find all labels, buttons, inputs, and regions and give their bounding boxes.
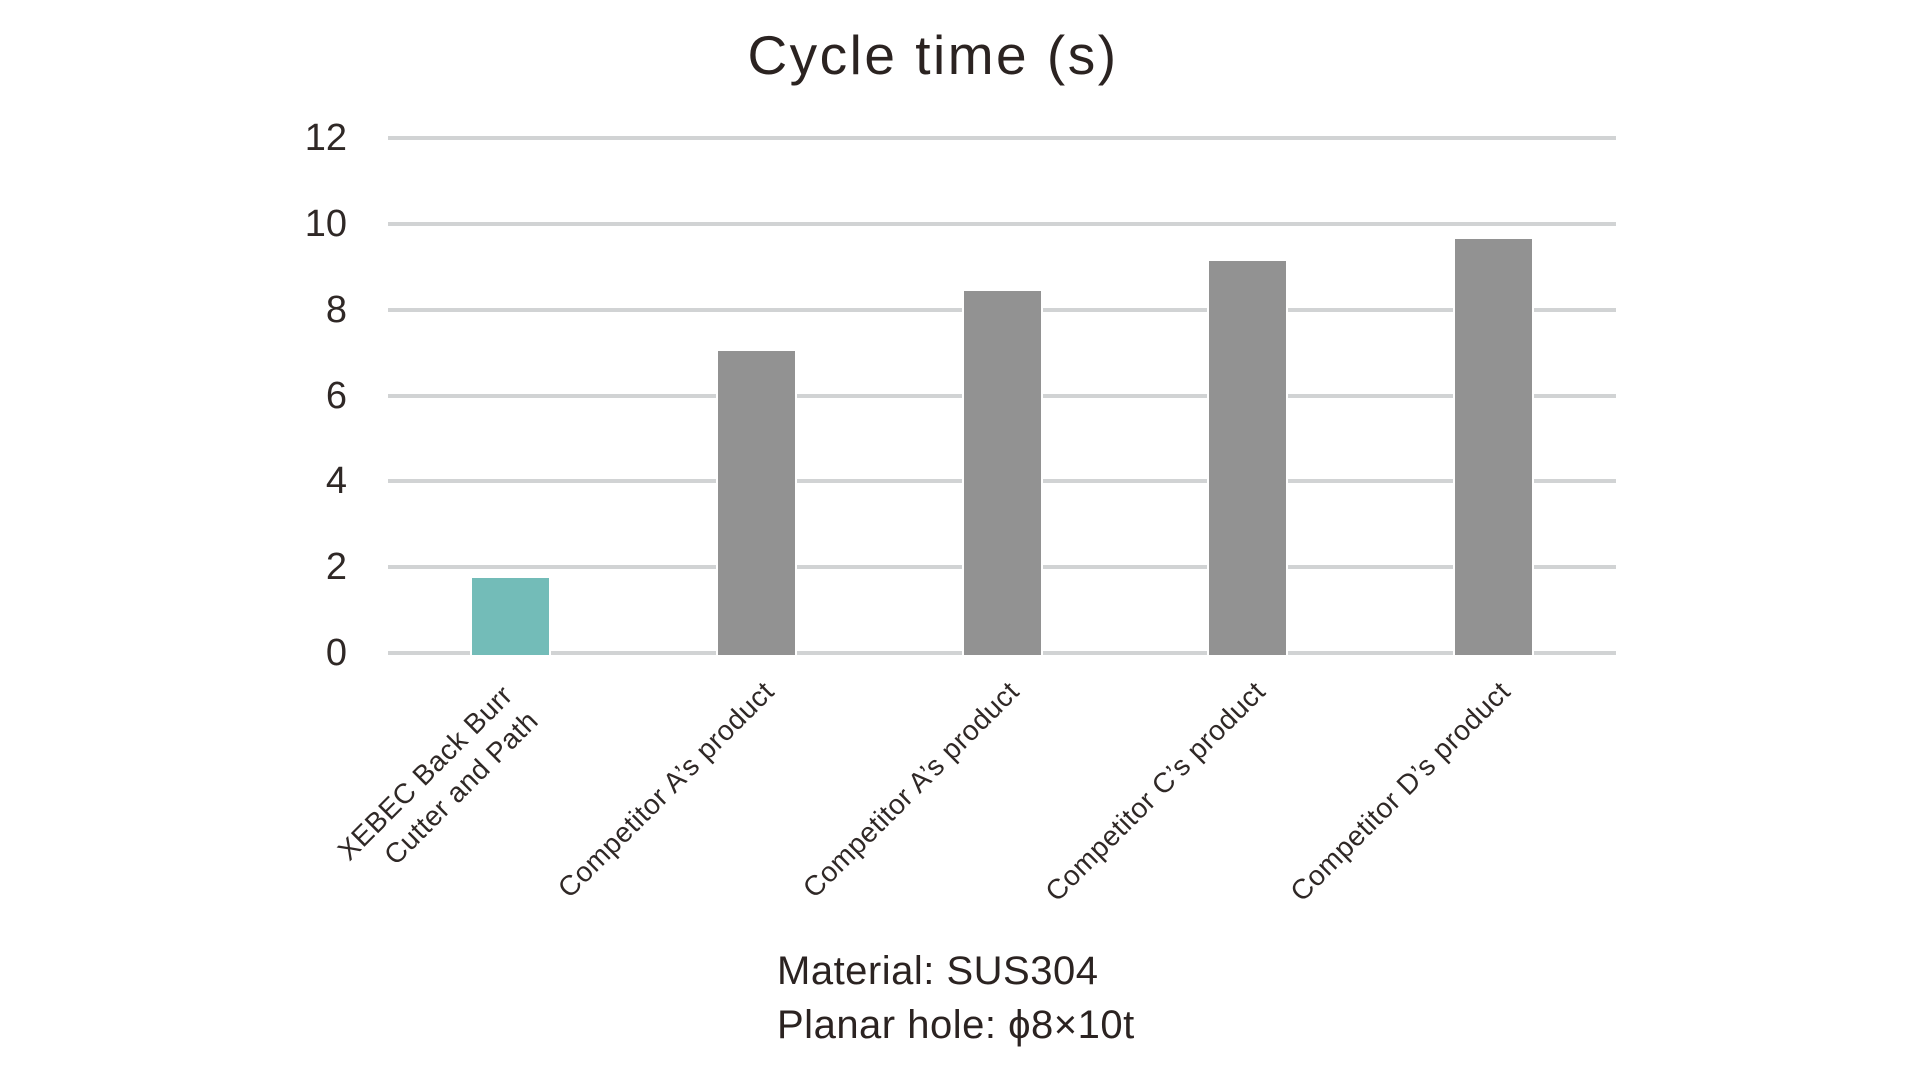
- bar-3-competitor-c-s-product: [1209, 260, 1287, 655]
- y-tick-label-0: 0: [325, 632, 347, 674]
- x-axis-label-line: Competitor C’s product: [1039, 675, 1271, 908]
- bar-4-competitor-d-s-product: [1454, 239, 1532, 655]
- chart-notes: Material: SUS304 Planar hole: ϕ8×10t: [777, 944, 1135, 1052]
- gridline-y-10: [388, 222, 1616, 226]
- x-axis-label-line: Competitor A’s product: [797, 675, 1026, 904]
- x-axis-label-1-competitor-a-s-product: Competitor A’s product: [550, 674, 782, 906]
- y-tick-label-12: 12: [304, 117, 347, 160]
- bar-2-competitor-a-s-product: [963, 290, 1041, 655]
- y-tick-label-10: 10: [304, 203, 347, 245]
- x-axis-label-3-competitor-c-s-product: Competitor C’s product: [1038, 674, 1273, 909]
- x-axis-label-line: Competitor A’s product: [551, 675, 780, 904]
- y-tick-label-4: 4: [325, 460, 347, 503]
- x-axis-label-4-competitor-d-s-product: Competitor D’s product: [1283, 674, 1518, 909]
- y-tick-label-8: 8: [325, 288, 347, 331]
- bar-0-xebec-back-burr: [472, 578, 550, 655]
- y-tick-label-6: 6: [325, 374, 347, 417]
- gridline-y-12: [388, 136, 1616, 141]
- x-axis-label-line: Competitor D’s product: [1284, 675, 1517, 908]
- y-tick-label-2: 2: [325, 546, 347, 589]
- bar-1-competitor-a-s-product: [717, 350, 795, 655]
- x-axis-label-0-xebec-back-burr: XEBEC Back Burr Cutter and Path: [330, 678, 546, 894]
- note-planar-hole: Planar hole: ϕ8×10t: [777, 1003, 1135, 1047]
- note-material: Material: SUS304: [777, 949, 1099, 993]
- x-axis-label-2-competitor-a-s-product: Competitor A’s product: [796, 674, 1028, 906]
- chart-title: Cycle time (s): [747, 24, 1119, 86]
